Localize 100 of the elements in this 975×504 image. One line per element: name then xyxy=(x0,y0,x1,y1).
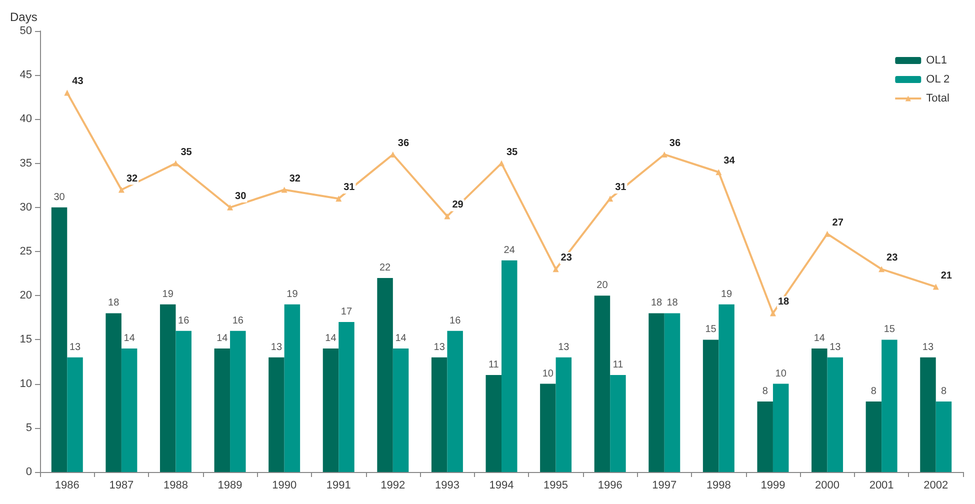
x-tick-label: 1991 xyxy=(326,480,351,492)
bar xyxy=(230,330,246,472)
bar xyxy=(812,348,828,472)
point xyxy=(824,230,830,237)
data-label: 8 xyxy=(762,386,768,397)
point xyxy=(878,266,885,272)
y-tick-label: 30 xyxy=(20,201,32,214)
data-label: 17 xyxy=(340,306,352,318)
data-label: 31 xyxy=(615,182,627,194)
x-tick-label: 2002 xyxy=(924,480,948,492)
legend-label: OL 2 xyxy=(926,74,950,86)
point xyxy=(716,169,722,176)
data-label: 13 xyxy=(830,342,842,353)
data-label: 16 xyxy=(450,315,462,326)
data-label: 13 xyxy=(558,342,570,353)
data-label: 14 xyxy=(325,333,337,344)
data-label: 21 xyxy=(940,270,952,282)
y-tick-label: 50 xyxy=(20,25,32,37)
bar xyxy=(866,401,882,472)
bar xyxy=(431,357,448,472)
bar xyxy=(702,340,719,472)
data-label: 29 xyxy=(452,200,464,211)
data-label: 18 xyxy=(666,298,678,309)
data-label: 27 xyxy=(832,217,844,228)
data-label: 16 xyxy=(178,315,190,326)
y-tick-label: 25 xyxy=(20,246,32,258)
x-tick-label: 1995 xyxy=(544,480,568,492)
data-label: 20 xyxy=(596,280,608,292)
y-tick-label: 20 xyxy=(20,290,32,302)
x-tick-label: 1998 xyxy=(706,480,731,492)
x-tick-label: 1994 xyxy=(489,480,514,492)
bar xyxy=(827,357,844,472)
point xyxy=(118,186,124,193)
data-label: 13 xyxy=(270,342,282,353)
bar xyxy=(214,348,230,472)
bar xyxy=(882,340,898,472)
data-label: 34 xyxy=(724,156,736,167)
bar xyxy=(338,322,354,472)
bar xyxy=(920,357,936,472)
data-label: 10 xyxy=(775,368,787,380)
data-label: 22 xyxy=(379,262,392,274)
bar xyxy=(594,296,610,472)
point xyxy=(281,186,288,193)
data-label: 43 xyxy=(72,76,84,88)
x-tick-label: 1997 xyxy=(652,480,677,492)
data-label: 24 xyxy=(504,244,516,256)
data-label: 19 xyxy=(162,288,174,300)
y-tick-label: 10 xyxy=(20,378,32,390)
x-tick-label: 1988 xyxy=(163,480,188,492)
data-label: 8 xyxy=(870,386,877,397)
bar xyxy=(176,330,192,472)
data-label: 18 xyxy=(778,296,790,308)
data-label: 30 xyxy=(235,190,247,202)
point xyxy=(770,310,776,316)
x-tick-label: 1989 xyxy=(218,480,242,492)
point xyxy=(932,284,939,290)
y-tick-label: 15 xyxy=(20,334,32,346)
data-label: 14 xyxy=(814,333,826,344)
bar xyxy=(556,357,572,472)
data-label: 23 xyxy=(886,252,898,264)
bar xyxy=(392,348,409,472)
point xyxy=(64,90,70,96)
x-tick-label: 2001 xyxy=(869,480,894,492)
data-label: 35 xyxy=(506,146,518,158)
data-label: 32 xyxy=(126,173,138,184)
data-label: 13 xyxy=(922,342,934,353)
point xyxy=(444,213,450,220)
data-label: 14 xyxy=(124,333,136,344)
point xyxy=(552,266,559,272)
bar xyxy=(160,304,176,472)
bar xyxy=(936,401,952,472)
data-label: 23 xyxy=(560,252,572,264)
bar xyxy=(106,313,122,472)
bar xyxy=(322,348,339,472)
data-label: 31 xyxy=(344,182,356,194)
bar xyxy=(51,207,68,472)
bar xyxy=(648,313,664,472)
x-tick-label: 1987 xyxy=(109,480,134,492)
bar xyxy=(486,374,502,472)
point xyxy=(227,204,234,210)
data-label: 15 xyxy=(884,324,896,336)
data-label: 18 xyxy=(108,298,120,309)
bar xyxy=(121,348,138,472)
point xyxy=(607,196,614,202)
data-label: 30 xyxy=(54,192,66,203)
y-tick-label: 5 xyxy=(26,422,32,434)
x-tick-label: 1986 xyxy=(54,480,80,492)
bar xyxy=(540,384,556,472)
bar xyxy=(610,374,626,472)
x-tick-label: 1999 xyxy=(760,480,786,492)
y-tick-label: 0 xyxy=(26,466,32,478)
x-tick-label: 1992 xyxy=(380,480,406,492)
data-label: 35 xyxy=(180,146,192,158)
bar xyxy=(67,357,83,472)
data-label: 14 xyxy=(216,333,228,344)
bar xyxy=(447,330,463,472)
point xyxy=(336,196,342,202)
data-label: 10 xyxy=(542,368,554,380)
bar xyxy=(664,313,680,472)
data-label: 19 xyxy=(286,288,298,300)
